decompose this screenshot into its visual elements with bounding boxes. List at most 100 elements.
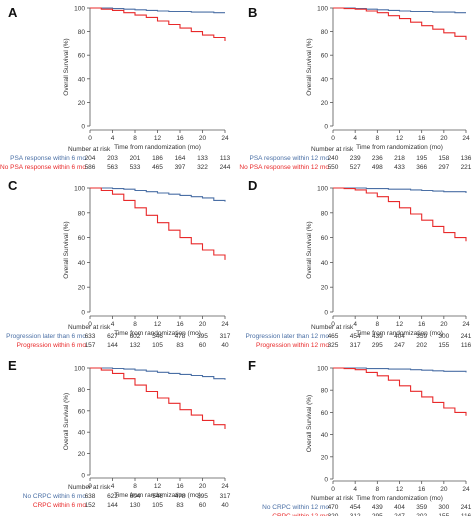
risk-count: 395 bbox=[197, 333, 208, 340]
y-axis-label: Overall Survival (%) bbox=[306, 221, 313, 278]
risk-table-title: Number at risk bbox=[311, 146, 354, 153]
risk-count: 563 bbox=[107, 164, 118, 171]
y-tick-label: 0 bbox=[81, 473, 85, 480]
risk-count: 239 bbox=[350, 155, 361, 162]
survival-curve-red bbox=[90, 367, 226, 429]
risk-count: 465 bbox=[152, 164, 163, 171]
risk-count: 155 bbox=[438, 513, 449, 516]
risk-count: 546 bbox=[152, 333, 163, 340]
x-tick-label: 12 bbox=[396, 486, 404, 493]
y-tick-label: 20 bbox=[78, 285, 86, 292]
risk-row-label-red: Progression within 12 mo bbox=[256, 342, 329, 349]
x-tick-label: 20 bbox=[199, 135, 207, 142]
y-tick-label: 60 bbox=[321, 410, 329, 417]
y-tick-label: 20 bbox=[321, 100, 329, 107]
risk-count: 498 bbox=[372, 164, 383, 171]
x-tick-label: 20 bbox=[199, 321, 207, 328]
survival-curve-blue bbox=[90, 187, 226, 202]
risk-count: 295 bbox=[372, 513, 383, 516]
risk-count: 627 bbox=[107, 333, 118, 340]
risk-count: 240 bbox=[328, 155, 339, 162]
y-tick-label: 40 bbox=[321, 76, 329, 83]
x-axis-label: Time from randomization (mo) bbox=[356, 144, 443, 151]
x-tick-label: 4 bbox=[111, 135, 115, 142]
y-axis-label: Overall Survival (%) bbox=[306, 38, 313, 95]
x-tick-label: 8 bbox=[133, 483, 137, 490]
x-tick-label: 12 bbox=[396, 321, 404, 328]
x-tick-label: 4 bbox=[353, 321, 357, 328]
risk-count: 130 bbox=[130, 502, 141, 509]
risk-count: 527 bbox=[350, 164, 361, 171]
panel-letter: E bbox=[8, 358, 17, 373]
risk-count: 60 bbox=[199, 502, 207, 509]
x-tick-label: 12 bbox=[154, 483, 162, 490]
y-tick-label: 40 bbox=[321, 260, 329, 267]
x-tick-label: 16 bbox=[418, 135, 426, 142]
risk-count: 478 bbox=[175, 333, 186, 340]
risk-count: 247 bbox=[394, 342, 405, 349]
panel-c: C 0 20 40 60 80 100 0 4 8 12 16 20 24 Overall Survival… bbox=[6, 178, 231, 349]
survival-curve-red bbox=[90, 7, 226, 41]
y-tick-label: 60 bbox=[78, 408, 86, 415]
y-tick-label: 0 bbox=[324, 124, 328, 131]
survival-curve-red bbox=[333, 7, 467, 40]
x-tick-label: 0 bbox=[88, 135, 92, 142]
panel-letter: C bbox=[8, 178, 18, 193]
risk-count: 144 bbox=[107, 502, 118, 509]
y-tick-label: 100 bbox=[317, 186, 328, 193]
risk-count: 40 bbox=[221, 342, 229, 349]
risk-row-label-blue: No CRPC within 12 mo bbox=[262, 504, 329, 511]
risk-count: 604 bbox=[130, 493, 141, 500]
risk-count: 241 bbox=[461, 504, 472, 511]
risk-count: 300 bbox=[438, 333, 449, 340]
risk-count: 133 bbox=[197, 155, 208, 162]
risk-row-label-blue: PSA response within 12 mo bbox=[250, 155, 330, 162]
survival-curve-blue bbox=[90, 7, 225, 14]
y-tick-label: 100 bbox=[317, 6, 328, 13]
risk-count: 397 bbox=[175, 164, 186, 171]
y-tick-label: 100 bbox=[74, 366, 85, 373]
y-tick-label: 80 bbox=[78, 387, 86, 394]
risk-count: 325 bbox=[328, 342, 339, 349]
risk-row-label-blue: Progression later than 6 mo bbox=[6, 333, 86, 340]
x-tick-label: 20 bbox=[440, 486, 448, 493]
risk-count: 622 bbox=[107, 493, 118, 500]
risk-count: 244 bbox=[220, 164, 231, 171]
x-tick-label: 16 bbox=[176, 321, 184, 328]
x-tick-label: 24 bbox=[462, 321, 470, 328]
survival-curve-blue bbox=[333, 7, 466, 14]
risk-count: 300 bbox=[438, 504, 449, 511]
risk-count: 132 bbox=[130, 342, 141, 349]
risk-count: 312 bbox=[350, 513, 361, 516]
survival-curve-red bbox=[90, 187, 226, 260]
risk-count: 236 bbox=[372, 155, 383, 162]
x-tick-label: 4 bbox=[111, 321, 115, 328]
x-axis-label: Time from randomization (mo) bbox=[356, 330, 443, 337]
risk-count: 83 bbox=[176, 502, 184, 509]
x-tick-label: 24 bbox=[221, 483, 229, 490]
risk-row-label-red: Progression within 6 mo bbox=[17, 342, 87, 349]
x-tick-label: 16 bbox=[418, 486, 426, 493]
risk-count: 359 bbox=[416, 504, 427, 511]
risk-count: 638 bbox=[85, 493, 96, 500]
risk-count: 470 bbox=[328, 504, 339, 511]
survival-curve-red bbox=[333, 187, 467, 242]
x-tick-label: 12 bbox=[154, 135, 162, 142]
x-tick-label: 4 bbox=[353, 135, 357, 142]
x-axis-label: Time from randomization (mo) bbox=[114, 330, 201, 337]
risk-table-title: Number at risk bbox=[68, 146, 111, 153]
x-axis-label: Time from randomization (mo) bbox=[356, 495, 443, 502]
x-tick-label: 20 bbox=[199, 483, 207, 490]
y-axis-label: Overall Survival (%) bbox=[63, 221, 70, 278]
risk-table-title: Number at risk bbox=[311, 324, 354, 331]
x-axis-label: Time from randomization (mo) bbox=[114, 492, 201, 499]
risk-count: 317 bbox=[220, 333, 231, 340]
risk-count: 320 bbox=[328, 513, 339, 516]
y-tick-label: 80 bbox=[321, 29, 329, 36]
y-tick-label: 0 bbox=[81, 124, 85, 131]
risk-count: 113 bbox=[220, 155, 231, 162]
x-tick-label: 4 bbox=[353, 486, 357, 493]
risk-count: 105 bbox=[152, 502, 163, 509]
risk-count: 152 bbox=[85, 502, 96, 509]
x-tick-label: 16 bbox=[418, 321, 426, 328]
